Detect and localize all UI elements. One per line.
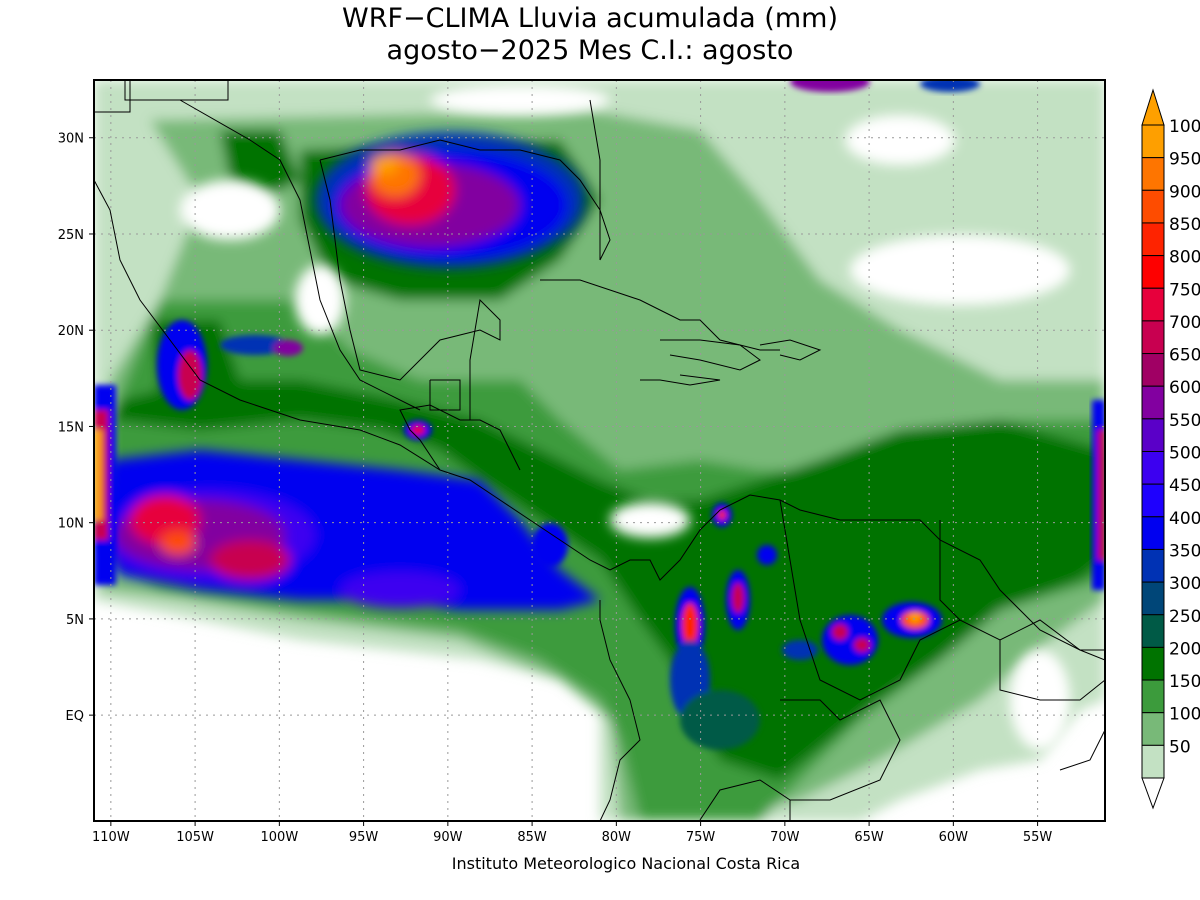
colorbar-label: 900 — [1169, 182, 1200, 202]
lon-tick-label: 80W — [602, 830, 632, 845]
lon-tick-label: 95W — [349, 830, 379, 845]
colorbar-swatch — [1141, 287, 1165, 322]
colorbar-label: 550 — [1169, 411, 1200, 431]
colorbar-label: 150 — [1169, 672, 1200, 692]
colorbar-swatch — [1141, 222, 1165, 257]
lon-tick-label: 60W — [939, 830, 969, 845]
colorbar-swatch — [1141, 712, 1165, 746]
colorbar-label: 100 — [1169, 705, 1200, 725]
lon-tick-label: 85W — [517, 830, 547, 845]
colorbar-label: 300 — [1169, 574, 1200, 594]
map-grid — [94, 80, 1105, 821]
colorbar-swatch — [1141, 157, 1165, 191]
coastlines — [94, 80, 1105, 821]
colorbar-label: 850 — [1169, 215, 1200, 235]
colorbar-swatch — [1141, 614, 1165, 648]
colorbar-label: 1000 — [1169, 117, 1200, 137]
colorbar-label: 650 — [1169, 346, 1200, 366]
lon-tick-label: 100W — [261, 830, 299, 845]
colorbar-swatch — [1141, 483, 1165, 518]
colorbar-over-triangle — [1141, 88, 1165, 126]
lat-tick-label: 10N — [58, 517, 84, 532]
lon-tick-label: 75W — [686, 830, 716, 845]
lon-tick-label: 105W — [176, 830, 214, 845]
lat-tick-label: EQ — [66, 709, 84, 724]
colorbar-label: 400 — [1169, 509, 1200, 529]
lat-tick-label: 20N — [58, 324, 84, 339]
colorbar-swatch — [1141, 353, 1165, 387]
axis-ticks: 30N 25N 20N 15N 10N 5N EQ 110W 105W 100W 95W 90W 85W… — [58, 132, 1053, 845]
precipitation-field — [94, 80, 1105, 821]
colorbar-swatch — [1141, 646, 1165, 681]
colorbar-label: 450 — [1169, 476, 1200, 496]
map-title-line1: WRF−CLIMA Lluvia acumulada (mm) — [342, 3, 838, 34]
lon-tick-label: 90W — [433, 830, 463, 845]
colorbar-swatch — [1141, 744, 1165, 779]
colorbar-swatch — [1141, 385, 1165, 420]
footer-credit: Instituto Meteorologico Nacional Costa R… — [451, 854, 801, 873]
lon-tick-label: 55W — [1023, 830, 1053, 845]
colorbar-swatch — [1141, 516, 1165, 550]
lon-tick-label: 110W — [92, 830, 130, 845]
colorbar-label: 950 — [1169, 150, 1200, 170]
colorbar-swatch — [1141, 418, 1165, 453]
colorbar-label: 350 — [1169, 541, 1200, 561]
colorbar-label: 200 — [1169, 639, 1200, 659]
colorbar-label: 600 — [1169, 378, 1200, 398]
colorbar-label: 500 — [1169, 444, 1200, 464]
colorbar-swatch — [1141, 189, 1165, 224]
colorbar: 1000 950 900 850 800 750 700 650 600 550 500 450 400… — [1141, 88, 1200, 810]
lat-tick-label: 15N — [58, 420, 84, 435]
colorbar-label: 250 — [1169, 607, 1200, 627]
colorbar-label: 800 — [1169, 248, 1200, 268]
lat-tick-label: 25N — [58, 228, 84, 243]
lat-tick-label: 5N — [66, 613, 84, 628]
map-title-line2: agosto−2025 Mes C.I.: agosto — [386, 35, 794, 66]
colorbar-label: 750 — [1169, 280, 1200, 300]
colorbar-label: 700 — [1169, 313, 1200, 333]
colorbar-swatch — [1141, 320, 1165, 355]
colorbar-label: 50 — [1169, 737, 1191, 757]
colorbar-swatch — [1141, 581, 1165, 616]
colorbar-swatch — [1141, 255, 1165, 289]
colorbar-swatch — [1141, 679, 1165, 714]
lat-tick-label: 30N — [58, 132, 84, 147]
colorbar-swatch — [1141, 124, 1165, 159]
lon-tick-label: 65W — [854, 830, 884, 845]
colorbar-swatch — [1141, 451, 1165, 485]
map-frame — [93, 79, 1106, 822]
lon-tick-label: 70W — [770, 830, 800, 845]
colorbar-under-triangle — [1141, 777, 1165, 810]
colorbar-swatch — [1141, 548, 1165, 583]
